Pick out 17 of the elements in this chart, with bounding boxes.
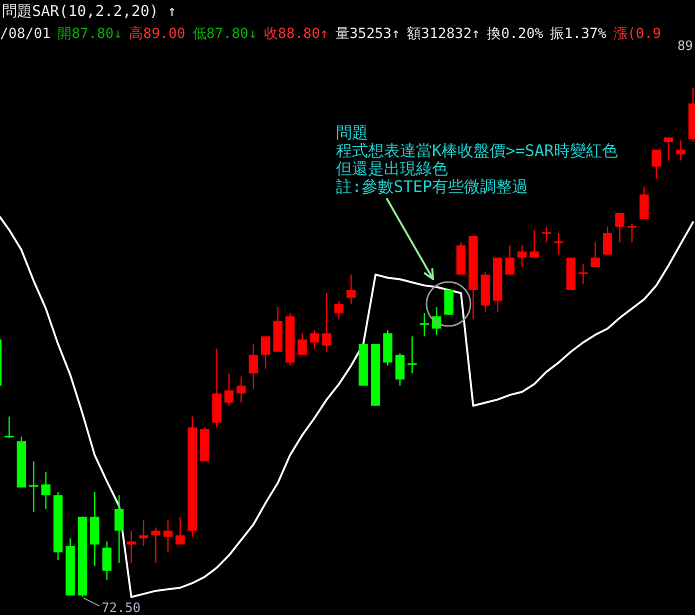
annotation: 註:參數STEP有些微調整過 [336, 177, 528, 196]
annotation: 但還是出現綠色 [336, 159, 448, 178]
text: 漲(0.9 [613, 26, 662, 42]
text: 振1.37% [550, 26, 607, 42]
text: 89 [677, 39, 693, 54]
text: 72.50 [101, 601, 141, 615]
text: 開87.80↓ [58, 26, 122, 42]
chart-title: 問題SAR(10,2.2,20) ↑ [2, 2, 176, 20]
text: 量35253↑ [335, 26, 400, 42]
text: 收88.80↑ [264, 26, 328, 42]
annotation: 問題 [336, 123, 368, 142]
text: /08/01 [0, 26, 51, 42]
text: 低87.80↓ [192, 26, 257, 42]
text: 高89.00 [129, 26, 186, 42]
text: 換0.20% [487, 26, 544, 42]
text: 額312832↑ [407, 26, 480, 42]
annotation: 程式想表達當K棒收盤價>=SAR時變紅色 [336, 141, 618, 160]
